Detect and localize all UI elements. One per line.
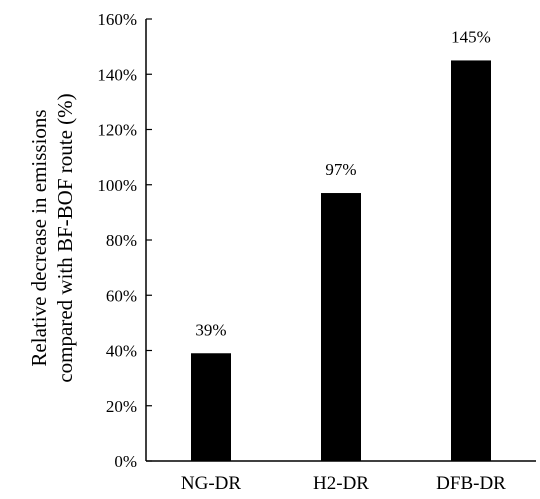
bar-dfb-dr — [451, 60, 491, 461]
y-tick-label: 40% — [106, 342, 137, 361]
y-tick-label: 0% — [114, 452, 137, 471]
data-label: 97% — [325, 160, 356, 179]
x-category-label: NG-DR — [181, 473, 241, 494]
y-tick-label: 120% — [97, 121, 137, 140]
y-tick-label: 160% — [97, 10, 137, 29]
bar-h2-dr — [321, 193, 361, 461]
data-label: 39% — [195, 320, 226, 339]
bars — [191, 60, 491, 461]
y-tick-label: 60% — [106, 286, 137, 305]
y-tick-label: 20% — [106, 397, 137, 416]
y-tick-label: 80% — [106, 231, 137, 250]
data-labels: 39% 97% 145% — [195, 27, 490, 339]
y-axis-title-line-1: Relative decrease in emissions — [27, 109, 51, 366]
y-tick-label: 100% — [97, 176, 137, 195]
y-tick-label: 140% — [97, 65, 137, 84]
y-axis-title-line-2: compared with BF-BOF route (%) — [53, 93, 77, 382]
bar-ng-dr — [191, 353, 231, 461]
data-label: 145% — [451, 27, 491, 46]
x-category-label: H2-DR — [313, 473, 369, 494]
y-axis-title: Relative decrease in emissions compared … — [27, 93, 77, 382]
x-category-label: DFB-DR — [436, 473, 506, 494]
y-axis-ticks: 0% 20% 40% 60% 80% 100% 120% 140% 160% — [97, 10, 152, 471]
x-axis-categories: NG-DR H2-DR DFB-DR — [181, 473, 506, 494]
